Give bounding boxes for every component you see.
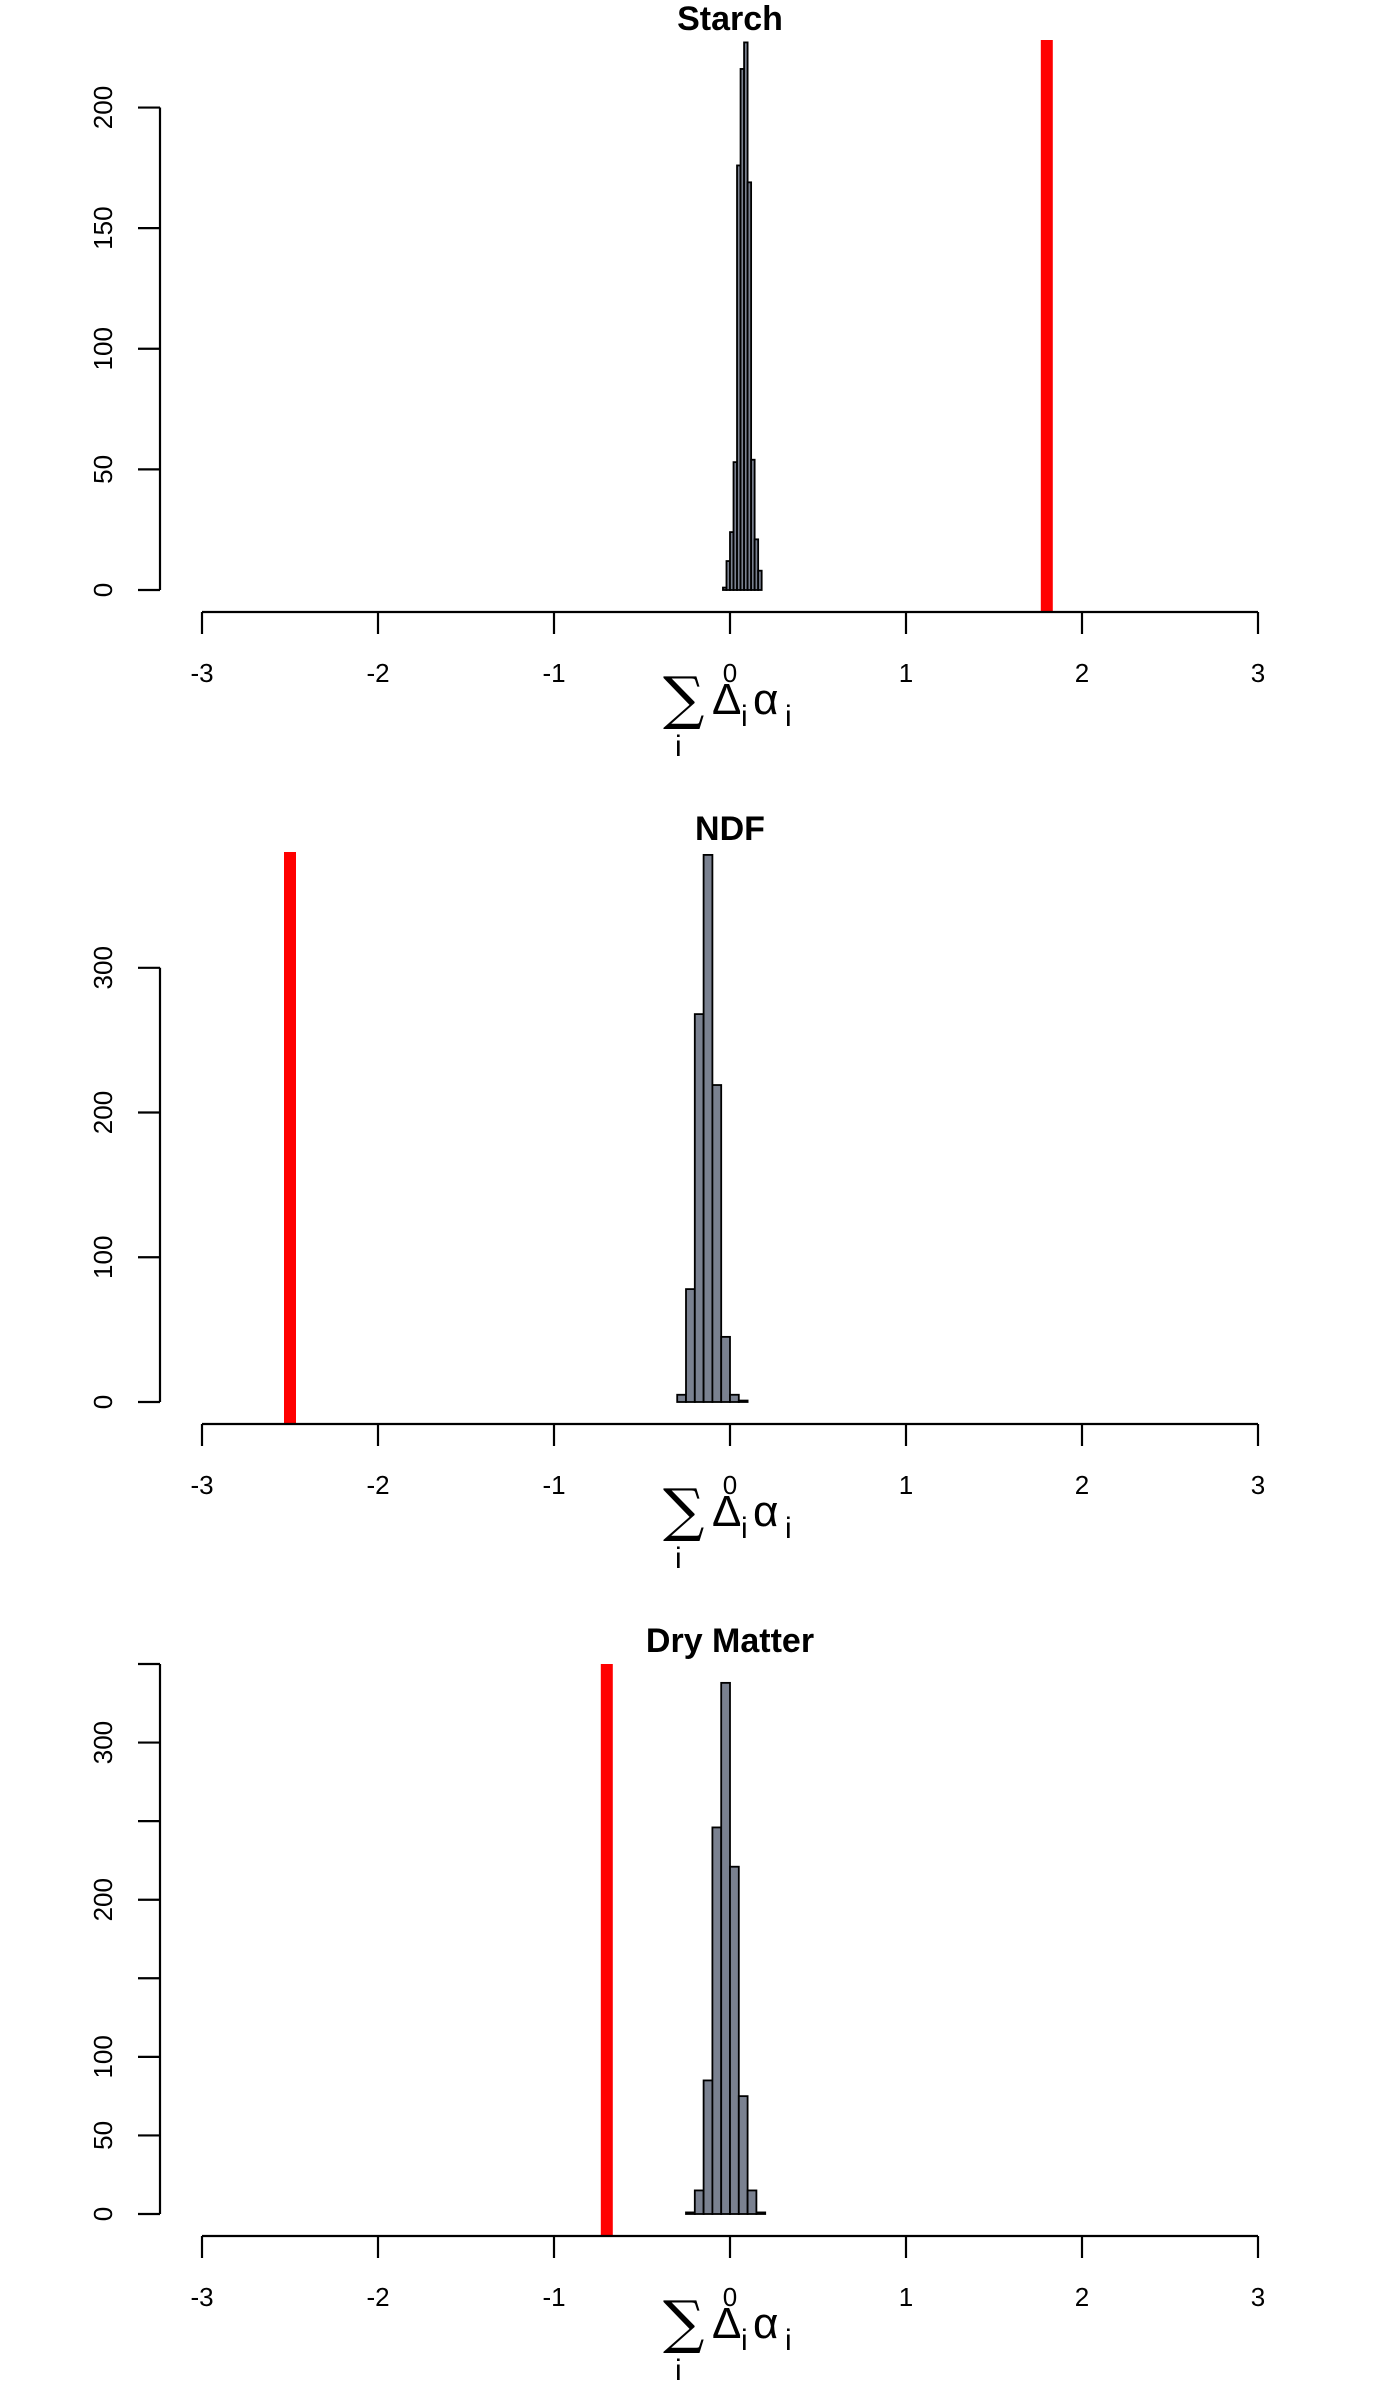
histogram-bars [685,1681,767,2215]
chart-title: Dry Matter [646,1622,814,1660]
x-label-alpha: α [753,2299,778,2348]
histogram-bars [722,41,763,591]
histogram-bar [750,458,756,591]
histogram-bar [737,1399,749,1403]
x-tick-label: 0 [723,658,737,688]
x-axis: -3 -2 -1 0 1 2 3 [190,2234,1265,2312]
x-label-delta-sub: i [741,1512,748,1545]
y-tick-label: 100 [88,2035,118,2078]
histogram-bar [757,569,763,591]
histogram-bar [702,853,714,1403]
x-tick-label: 3 [1251,658,1265,688]
x-tick-label: -1 [542,2282,565,2312]
histogram-bar [693,1013,705,1403]
histogram-bars [676,853,749,1403]
x-label-sum-index: i [675,730,682,763]
histogram-bar [711,1826,723,2215]
x-tick-label: -3 [190,658,213,688]
y-tick-label: 100 [88,327,118,370]
x-tick-label: -3 [190,2282,213,2312]
histogram-bar [746,181,753,591]
x-label-sum: ∑ [663,2288,704,2356]
y-tick-label: 0 [88,583,118,597]
y-tick-label: 150 [88,206,118,249]
x-tick-label: 0 [723,1470,737,1500]
x-tick-label: -3 [190,1470,213,1500]
y-tick-label: 0 [88,2207,118,2221]
x-tick-label: 1 [899,2282,913,2312]
x-tick-label: 2 [1075,2282,1089,2312]
x-label-sum-index: i [675,1542,682,1575]
x-tick-label: 1 [899,1470,913,1500]
x-tick-label: 3 [1251,2282,1265,2312]
histogram-bar [746,2189,758,2215]
x-tick-label: 2 [1075,1470,1089,1500]
y-axis: 0 50 100 150 200 [88,86,162,597]
histogram-bar [729,1865,740,2215]
chart-title: NDF [695,810,765,848]
y-axis: 0 50 100 200 300 [88,1662,162,2221]
y-tick-label: 200 [88,1091,118,1134]
x-tick-label: 2 [1075,658,1089,688]
y-tick-label: 300 [88,946,118,989]
x-tick-label: -2 [366,2282,389,2312]
x-label-delta: Δ [712,2299,741,2348]
x-tick-label: -2 [366,658,389,688]
histogram-bar [702,2079,714,2215]
x-axis: -3 -2 -1 0 1 2 3 [190,610,1265,688]
x-axis: -3 -2 -1 0 1 2 3 [190,1422,1265,1500]
x-label-delta: Δ [712,1487,741,1536]
x-label-alpha-sub: i [785,2324,792,2357]
x-axis-label: ∑iΔ i α i [663,2288,792,2387]
histogram-bar [693,2189,705,2215]
y-tick-label: 50 [88,455,118,484]
x-label-alpha-sub: i [785,700,792,733]
histogram-bar [753,538,760,591]
x-label-delta: Δ [712,675,741,724]
y-tick-label: 200 [88,1878,118,1921]
histogram-bar [755,2211,767,2215]
x-tick-label: -2 [366,1470,389,1500]
x-label-sum-index: i [675,2354,682,2387]
histogram-bar [737,2095,749,2215]
x-tick-label: -1 [542,1470,565,1500]
histogram-bar [685,1288,696,1403]
x-axis-label: ∑iΔ i α i [663,1476,792,1575]
x-label-sum: ∑ [663,1476,704,1544]
x-tick-label: 0 [723,2282,737,2312]
y-tick-label: 300 [88,1721,118,1764]
histogram-bar [729,1393,740,1403]
x-label-delta-sub: i [741,700,748,733]
y-tick-label: 0 [88,1395,118,1409]
x-label-delta-sub: i [741,2324,748,2357]
x-label-alpha: α [753,1487,778,1536]
histogram-bar [685,2211,696,2215]
y-tick-label: 50 [88,2121,118,2150]
x-tick-label: 1 [899,658,913,688]
histogram-bar [720,1335,731,1403]
y-tick-label: 200 [88,86,118,129]
histogram-bar [676,1393,687,1403]
histogram-bar [720,1681,731,2215]
y-tick-label: 100 [88,1236,118,1279]
x-label-alpha: α [753,675,778,724]
histogram-bar [711,1084,723,1403]
x-label-alpha-sub: i [785,1512,792,1545]
y-axis: 0 100 200 300 [88,946,162,1409]
x-axis-label: ∑iΔ i α i [663,664,792,763]
x-tick-label: 3 [1251,1470,1265,1500]
chart-title: Starch [677,0,783,38]
x-label-sum: ∑ [663,664,704,732]
x-tick-label: -1 [542,658,565,688]
